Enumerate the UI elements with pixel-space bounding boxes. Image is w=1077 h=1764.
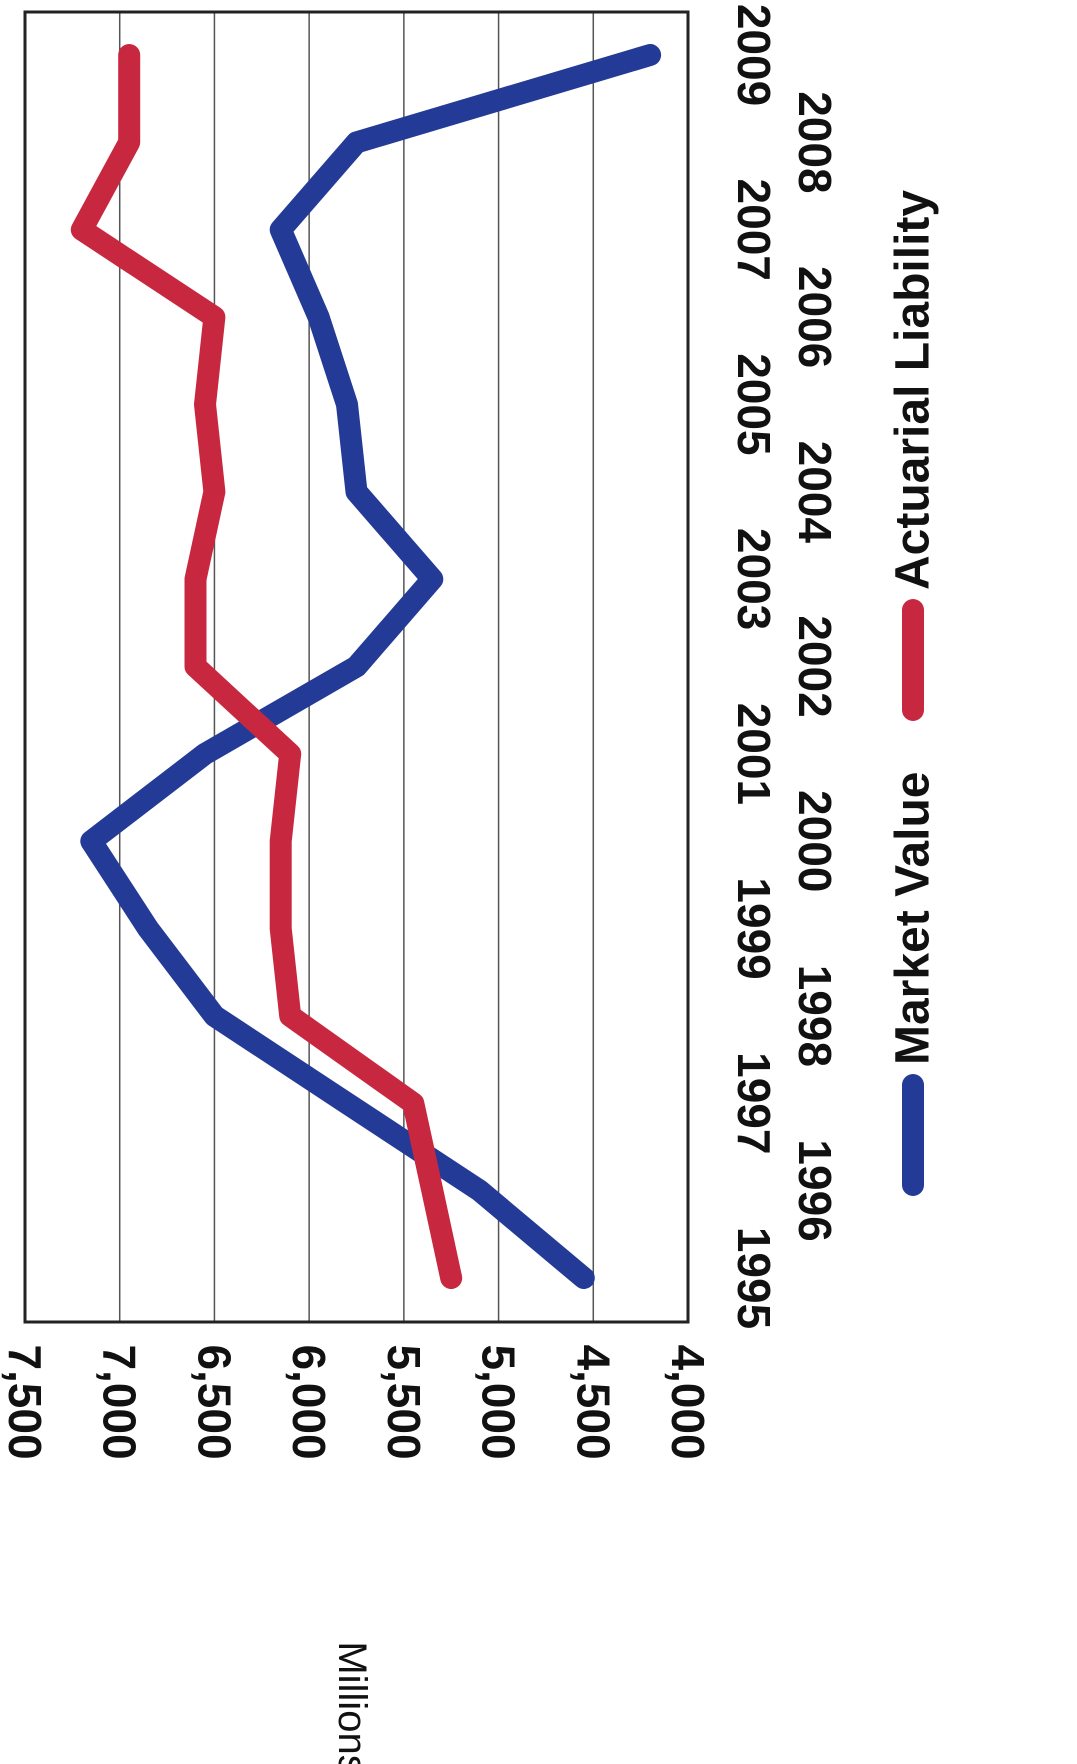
y-tick-label: 4,500 [567, 1344, 619, 1459]
data-point [194, 665, 197, 668]
y-tick-label: 4,000 [662, 1344, 714, 1459]
series-line-actuarial-liability [70, 44, 463, 1289]
y-tick-label: 7,500 [0, 1344, 51, 1459]
x-tick-label: 1997 [728, 1052, 780, 1154]
data-point [213, 490, 216, 493]
data-point [279, 927, 282, 930]
x-tick-label: 2000 [789, 790, 841, 892]
y-axis-title: Millions [330, 1641, 374, 1764]
data-point [90, 840, 93, 843]
legend-label: Actuarial Liability [887, 190, 940, 590]
data-point [80, 228, 83, 231]
x-tick-label: 2007 [728, 179, 780, 281]
x-tick-label: 1996 [789, 1139, 841, 1241]
x-axis-ticks: 1995199619971998199920002001200220032004… [728, 4, 841, 1329]
data-point [279, 228, 282, 231]
x-tick-label: 2004 [789, 441, 841, 544]
x-tick-label: 2008 [789, 91, 841, 193]
data-point [355, 665, 358, 668]
gridlines [118, 12, 595, 1322]
x-tick-label: 2002 [789, 615, 841, 717]
data-point [450, 1277, 453, 1279]
legend: Market Value Actuarial Liability [887, 190, 940, 1196]
data-point [346, 1102, 349, 1105]
data-point [431, 578, 434, 581]
y-tick-label: 6,500 [188, 1344, 240, 1459]
x-tick-label: 2005 [728, 353, 780, 455]
data-point [355, 490, 358, 493]
data-point [128, 54, 131, 56]
data-point [128, 141, 131, 144]
data-point [431, 1189, 434, 1192]
data-point [194, 578, 197, 581]
x-tick-label: 1999 [728, 877, 780, 979]
y-tick-label: 6,000 [283, 1344, 335, 1459]
x-tick-label: 2003 [728, 528, 780, 630]
legend-label: Market Value [887, 772, 940, 1065]
y-tick-label: 5,500 [378, 1344, 430, 1459]
data-point [412, 1102, 415, 1105]
x-tick-label: 2006 [789, 266, 841, 368]
plot-frame [23, 10, 690, 1324]
x-tick-label: 1995 [728, 1227, 780, 1329]
data-point [582, 1277, 585, 1279]
data-point [203, 752, 206, 755]
x-tick-label: 2001 [728, 703, 780, 805]
y-tick-label: 5,000 [473, 1344, 525, 1459]
data-point [478, 1189, 481, 1192]
x-tick-label: 1998 [789, 965, 841, 1067]
data-point [355, 141, 358, 144]
data-point [649, 54, 652, 56]
y-axis-ticks: 4,000 4,500 5,000 5,500 6,000 6,500 7,000 7,500 [0, 1344, 714, 1459]
data-point [317, 316, 320, 319]
series-lines [70, 44, 662, 1289]
data-point [279, 840, 282, 843]
y-tick-label: 7,000 [94, 1344, 146, 1459]
series-line-market-value [80, 44, 662, 1289]
data-point [346, 403, 349, 406]
data-point [203, 403, 206, 406]
data-point [213, 1014, 216, 1017]
data-point [289, 1014, 292, 1017]
data-point [147, 927, 150, 930]
x-tick-label: 2009 [728, 4, 780, 106]
data-point [289, 752, 292, 755]
data-point [213, 316, 216, 319]
